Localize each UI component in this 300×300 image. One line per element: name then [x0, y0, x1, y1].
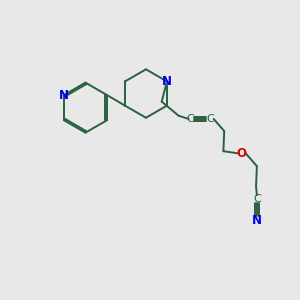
Text: N: N [59, 88, 69, 102]
Text: N: N [162, 75, 172, 88]
Text: O: O [236, 147, 247, 160]
Text: C: C [253, 194, 261, 204]
Text: N: N [252, 214, 262, 227]
Text: C: C [187, 114, 195, 124]
Text: C: C [206, 114, 214, 124]
